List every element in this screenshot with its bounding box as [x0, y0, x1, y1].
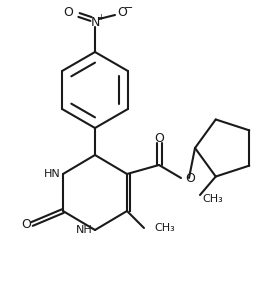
Text: O: O: [63, 7, 73, 20]
Text: CH₃: CH₃: [202, 194, 223, 204]
Text: HN: HN: [44, 169, 61, 179]
Text: O: O: [154, 131, 164, 144]
Text: −: −: [124, 3, 134, 13]
Text: +: +: [97, 13, 104, 22]
Text: CH₃: CH₃: [154, 223, 175, 233]
Text: O: O: [185, 172, 195, 185]
Text: N: N: [90, 15, 100, 28]
Text: O: O: [21, 218, 31, 230]
Text: O: O: [117, 7, 127, 20]
Text: NH: NH: [76, 225, 93, 235]
